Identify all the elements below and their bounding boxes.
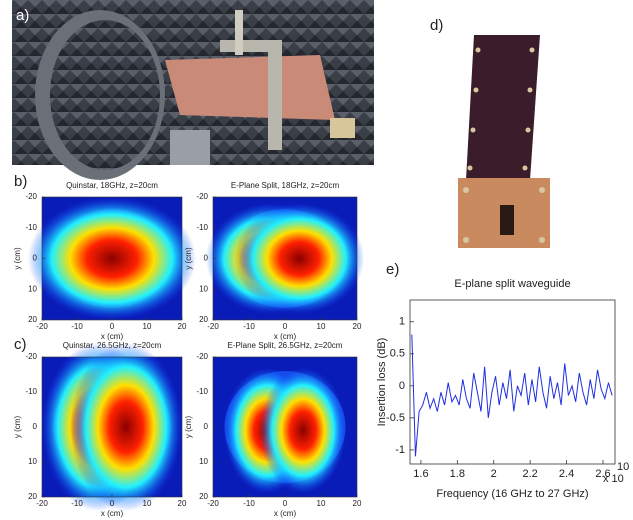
x-tick-label: 1.8 xyxy=(450,468,465,480)
chart-title: Quinstar, 26.5GHz, z=20cm xyxy=(63,341,162,350)
y-tick-label: -1 xyxy=(395,444,405,456)
y-axis-label: y (cm) xyxy=(13,416,22,439)
y-tick-label: -20 xyxy=(196,192,208,201)
y-tick-label: -20 xyxy=(25,352,37,361)
y-axis-label: y (cm) xyxy=(184,416,193,439)
panel-label: b) xyxy=(14,173,27,190)
x-tick-label: 1.6 xyxy=(413,468,428,480)
x-tick-label: 2 xyxy=(491,468,497,480)
heatmap-lobe xyxy=(260,368,346,494)
x-tick-label: 10 xyxy=(143,499,152,508)
y-tick-label: 20 xyxy=(28,315,37,324)
y-tick-label: 10 xyxy=(199,284,208,293)
x-axis-label: Frequency (16 GHz to 27 GHz) xyxy=(436,488,588,500)
y-tick-label: 0 xyxy=(204,254,209,263)
y-tick-label: 20 xyxy=(199,315,208,324)
chart-title: E-Plane Split, 26.5GHz, z=20cm xyxy=(228,341,343,350)
chart-title: E-plane split waveguide xyxy=(454,278,570,290)
y-tick-label: 10 xyxy=(28,284,37,293)
heatmap-lobe xyxy=(70,343,182,511)
x-tick-label: 0 xyxy=(110,499,115,508)
panel-label: e) xyxy=(386,261,399,278)
y-tick-label: 0 xyxy=(33,254,38,263)
chart-title: Quinstar, 18GHz, z=20cm xyxy=(66,181,158,190)
y-tick-label: 1 xyxy=(399,316,405,328)
y-tick-label: -10 xyxy=(25,223,37,232)
x-tick-label: -10 xyxy=(243,499,255,508)
x-tick-label: 10 xyxy=(317,499,326,508)
x-tick-label: 20 xyxy=(178,499,187,508)
x-tick-label: -20 xyxy=(207,322,219,331)
y-tick-label: 20 xyxy=(199,492,208,501)
y-tick-label: -10 xyxy=(25,387,37,396)
x-tick-label: 20 xyxy=(353,499,362,508)
photo-waveguide xyxy=(458,35,550,248)
x-tick-label: -10 xyxy=(71,322,83,331)
x-axis-label: x (cm) xyxy=(101,332,124,341)
x-exponent-label: x 10 xyxy=(603,473,624,485)
y-tick-label: -10 xyxy=(196,387,208,396)
y-axis-label: y (cm) xyxy=(184,247,193,270)
plot-frame xyxy=(410,300,615,464)
figure: a) b) c) d) e) Quinstar, 18GHz, z=20cm -2… xyxy=(0,0,633,520)
x-tick-label: -20 xyxy=(207,499,219,508)
y-tick-label: -20 xyxy=(25,192,37,201)
y-tick-label: 0 xyxy=(399,380,405,392)
y-tick-label: 10 xyxy=(199,457,208,466)
x-tick-label: 0 xyxy=(110,322,115,331)
y-tick-label: 0 xyxy=(204,422,209,431)
x-tick-label: 20 xyxy=(178,322,187,331)
y-tick-label: -10 xyxy=(196,223,208,232)
x-tick-label: 10 xyxy=(317,322,326,331)
x-tick-label: -10 xyxy=(243,322,255,331)
x-tick-label: 0 xyxy=(283,499,288,508)
heatmap-lobe xyxy=(235,203,365,314)
x-tick-label: -10 xyxy=(71,499,83,508)
x-axis-label: x (cm) xyxy=(274,332,297,341)
x-tick-label: 2.2 xyxy=(523,468,538,480)
panel-label: a) xyxy=(16,7,29,24)
chart-title: E-Plane Split, 18GHz, z=20cm xyxy=(231,181,340,190)
x-tick-label: 0 xyxy=(283,322,288,331)
x-tick-label: 20 xyxy=(353,322,362,331)
y-axis-label: Insertion loss (dB) xyxy=(376,338,388,427)
heatmap-lobe xyxy=(28,197,196,320)
x-axis-label: x (cm) xyxy=(101,509,124,518)
y-tick-label: -20 xyxy=(196,352,208,361)
x-tick-label: -20 xyxy=(36,322,48,331)
y-axis-label: y (cm) xyxy=(13,247,22,270)
x-tick-label: -20 xyxy=(36,499,48,508)
y-tick-label: 10 xyxy=(28,457,37,466)
x-tick-label: 2.4 xyxy=(559,468,574,480)
y-tick-label: 0 xyxy=(33,422,38,431)
y-tick-label: 0.5 xyxy=(390,348,405,360)
x-tick-label: 10 xyxy=(143,322,152,331)
y-tick-label: 20 xyxy=(28,492,37,501)
x-exponent: 10 xyxy=(617,461,629,473)
photo-antenna-setup xyxy=(12,0,374,180)
panel-label: c) xyxy=(14,336,27,353)
x-axis-label: x (cm) xyxy=(274,509,297,518)
y-tick-label: -0.5 xyxy=(386,412,405,424)
panel-label: d) xyxy=(430,17,443,34)
